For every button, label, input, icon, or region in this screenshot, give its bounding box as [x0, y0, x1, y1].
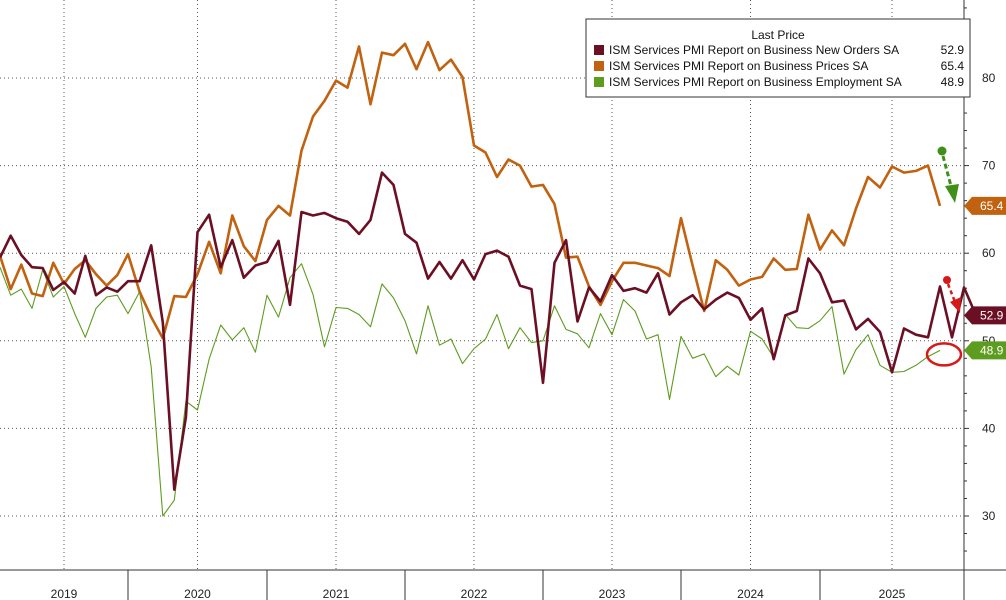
badge-value: 48.9 [980, 343, 1004, 357]
red-arrow-head [950, 297, 961, 313]
y-tick-label-80: 80 [982, 71, 996, 85]
badge-employment: 48.9 [964, 341, 1006, 360]
x-year-label-2025: 2025 [879, 587, 906, 600]
series-line-prices [0, 40, 942, 340]
red-arrow [943, 276, 961, 313]
y-tick-label-70: 70 [982, 159, 996, 173]
legend-box [585, 18, 971, 98]
badge-shape [964, 341, 1006, 360]
green-arrow [937, 146, 959, 203]
legend-swatch-new-orders [594, 45, 604, 55]
x-year-label-2024: 2024 [737, 587, 764, 600]
badge-shape [964, 306, 1006, 325]
badge-value: 65.4 [980, 199, 1004, 213]
red-arrow-shaft [946, 283, 957, 303]
green-arrow-head [945, 184, 959, 203]
badge-new-orders: 52.9 [964, 306, 1006, 325]
badge-value: 52.9 [980, 308, 1004, 322]
badge-prices: 65.4 [964, 196, 1006, 215]
y-tick-label-40: 40 [982, 421, 996, 435]
x-year-label-2019: 2019 [51, 587, 78, 600]
y-tick-label-30: 30 [982, 509, 996, 523]
legend-swatch-employment [594, 77, 604, 87]
last-price-badges: 65.4 52.9 48.9 [964, 196, 1006, 360]
legend-value-employment: 48.9 [941, 75, 965, 89]
x-year-label-2021: 2021 [323, 587, 350, 600]
x-year-label-2023: 2023 [599, 587, 626, 600]
badge-shape [964, 196, 1006, 215]
legend-value-new-orders: 52.9 [941, 43, 965, 57]
legend: Last Price ISM Services PMI Report on Bu… [585, 18, 971, 98]
series-line-new-orders [0, 171, 978, 491]
legend-label-new-orders: ISM Services PMI Report on Business New … [609, 43, 899, 57]
annotations [925, 146, 963, 367]
x-year-label-2022: 2022 [461, 587, 488, 600]
red-arrow-dot [943, 276, 951, 284]
green-arrow-shaft [941, 155, 953, 187]
series-lines [0, 40, 978, 517]
legend-swatch-prices [594, 61, 604, 71]
x-year-label-2020: 2020 [184, 587, 211, 600]
highlight-ellipse [925, 342, 963, 367]
legend-value-prices: 65.4 [941, 59, 965, 73]
y-tick-label-60: 60 [982, 246, 996, 260]
green-arrow-dot [937, 146, 947, 156]
legend-label-prices: ISM Services PMI Report on Business Pric… [609, 59, 868, 73]
legend-title: Last Price [751, 28, 805, 42]
legend-label-employment: ISM Services PMI Report on Business Empl… [609, 75, 902, 89]
